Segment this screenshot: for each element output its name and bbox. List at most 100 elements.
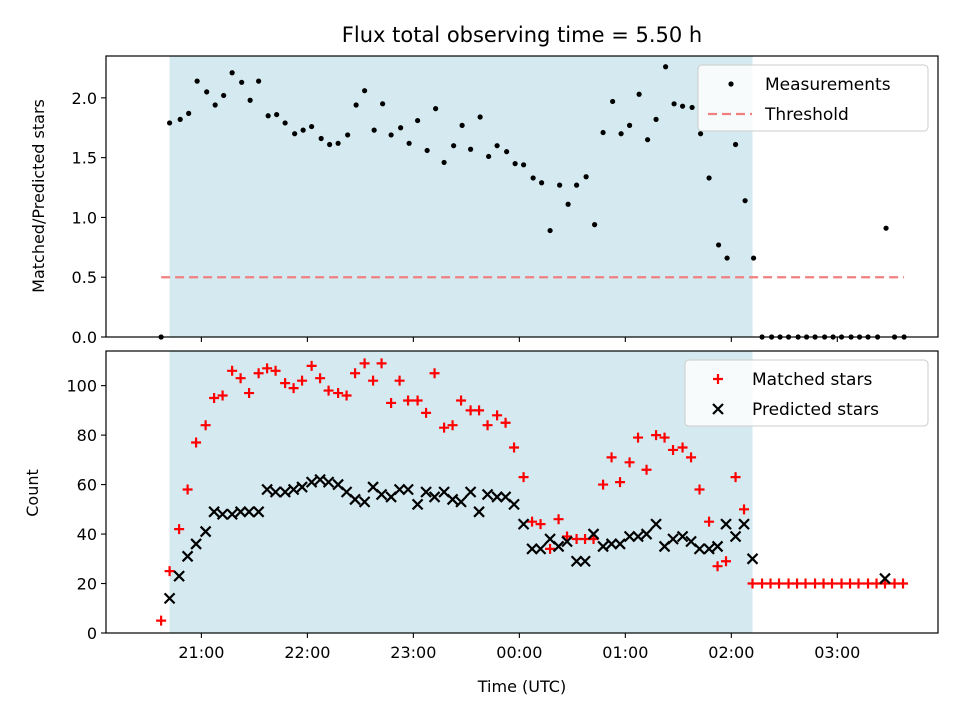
measurement-point — [742, 198, 748, 204]
measurement-point — [663, 64, 669, 70]
matched-star-point — [323, 385, 334, 396]
matched-star-point — [562, 531, 573, 542]
matched-star-point — [633, 432, 644, 443]
predicted-star-point — [252, 506, 265, 518]
predicted-star-point — [393, 483, 406, 496]
measurement-point — [679, 103, 686, 109]
y-tick-label: 20 — [77, 575, 97, 594]
predicted-star-point — [693, 543, 706, 555]
measurement-point — [671, 101, 677, 107]
plot-frame — [105, 350, 939, 634]
measurement-point — [309, 123, 315, 130]
predicted-star-point — [561, 535, 573, 548]
matched-star-point — [898, 578, 909, 589]
predicted-star-point — [243, 506, 255, 518]
matched-star-point — [394, 375, 405, 386]
matched-star-point — [677, 442, 688, 453]
predicted-star-point — [402, 483, 414, 496]
matched-star-point — [156, 615, 167, 626]
measurement-point — [441, 159, 447, 166]
count-panel: 0 20 40 60 80 100 21:00 22:00 23:00 00:00 01:00 02:… — [66, 350, 939, 662]
observing-window-band — [169, 56, 753, 337]
measurement-point — [451, 143, 457, 149]
legend-label: Measurements — [765, 75, 891, 95]
matched-star-point — [651, 430, 662, 441]
x-tick-label: 01:00 — [602, 643, 648, 662]
measurement-point — [406, 140, 412, 146]
predicted-star-point — [181, 550, 194, 563]
predicted-star-point — [517, 518, 530, 530]
measurement-point — [274, 111, 280, 118]
y-axis-label-ratio: Matched/Predicted stars — [29, 99, 48, 293]
matched-star-point — [571, 534, 582, 544]
measurement-point — [186, 110, 192, 116]
legend-label: Threshold — [764, 105, 849, 125]
y-tick-label: 0 — [87, 624, 97, 643]
matched-star-point — [174, 524, 185, 535]
measurement-point — [239, 79, 245, 85]
predicted-star-point — [491, 491, 503, 503]
predicted-star-point — [729, 530, 742, 543]
measurement-point — [477, 114, 483, 120]
measurement-point — [467, 146, 474, 152]
measurement-point — [166, 120, 173, 126]
matched-star-point — [253, 368, 264, 379]
matched-star-point — [262, 363, 273, 374]
predicted-star-point — [411, 498, 424, 511]
measurement-point — [547, 227, 553, 234]
matched-star-point — [730, 472, 741, 483]
matched-star-point — [757, 578, 768, 589]
measurement-point — [292, 131, 298, 137]
predicted-star-point — [428, 491, 441, 503]
predicted-star-point — [173, 570, 185, 582]
measurement-point — [583, 174, 589, 180]
measurement-point — [732, 141, 739, 148]
predicted-star-point — [420, 486, 432, 498]
legend: Matched stars Predicted stars — [684, 359, 929, 427]
predicted-star-point — [640, 528, 653, 540]
predicted-star-point — [305, 476, 318, 488]
matched-star-point — [244, 388, 255, 399]
matched-star-point — [492, 410, 503, 421]
measurement-point — [539, 180, 545, 186]
x-tick-label: 03:00 — [814, 643, 860, 662]
matched-star-point — [615, 477, 626, 488]
predicted-star-point — [190, 538, 202, 550]
predicted-star-point — [163, 592, 176, 605]
matched-star-point — [800, 578, 811, 589]
matched-star-point — [704, 516, 715, 527]
measurement-point — [380, 101, 386, 107]
ratio-panel: 0.0 0.5 1.0 1.5 2.0 Measurements Threshold — [72, 55, 939, 347]
predicted-star-point — [279, 486, 291, 498]
measurement-point — [520, 162, 527, 168]
matched-star-point — [686, 452, 697, 463]
x-tick-label: 21:00 — [178, 643, 224, 662]
series-predicted-stars — [163, 473, 891, 605]
matched-star-point — [270, 365, 281, 376]
y-tick-label: 1.0 — [72, 208, 97, 227]
matched-star-point — [580, 534, 591, 544]
predicted-star-point — [287, 483, 300, 496]
matched-star-point — [182, 484, 193, 495]
matched-star-point — [500, 417, 511, 428]
measurement-point — [724, 255, 730, 261]
measurement-point — [204, 89, 210, 95]
measurement-point — [265, 113, 271, 119]
measurement-point — [626, 122, 633, 128]
predicted-star-point — [261, 483, 273, 496]
matched-star-point — [880, 578, 891, 589]
matched-star-point — [545, 543, 556, 554]
measurement-point — [697, 131, 704, 137]
predicted-star-point — [711, 540, 724, 553]
matched-star-point — [553, 514, 564, 525]
predicted-star-point — [358, 496, 371, 508]
legend-box — [684, 359, 929, 427]
matched-star-point — [527, 516, 538, 527]
matched-star-point — [792, 578, 803, 589]
matched-star-point — [456, 395, 467, 406]
predicted-star-point — [614, 538, 626, 550]
measurement-point — [600, 129, 606, 136]
y-tick-label: 0.0 — [72, 328, 97, 347]
measurement-point — [565, 201, 571, 207]
